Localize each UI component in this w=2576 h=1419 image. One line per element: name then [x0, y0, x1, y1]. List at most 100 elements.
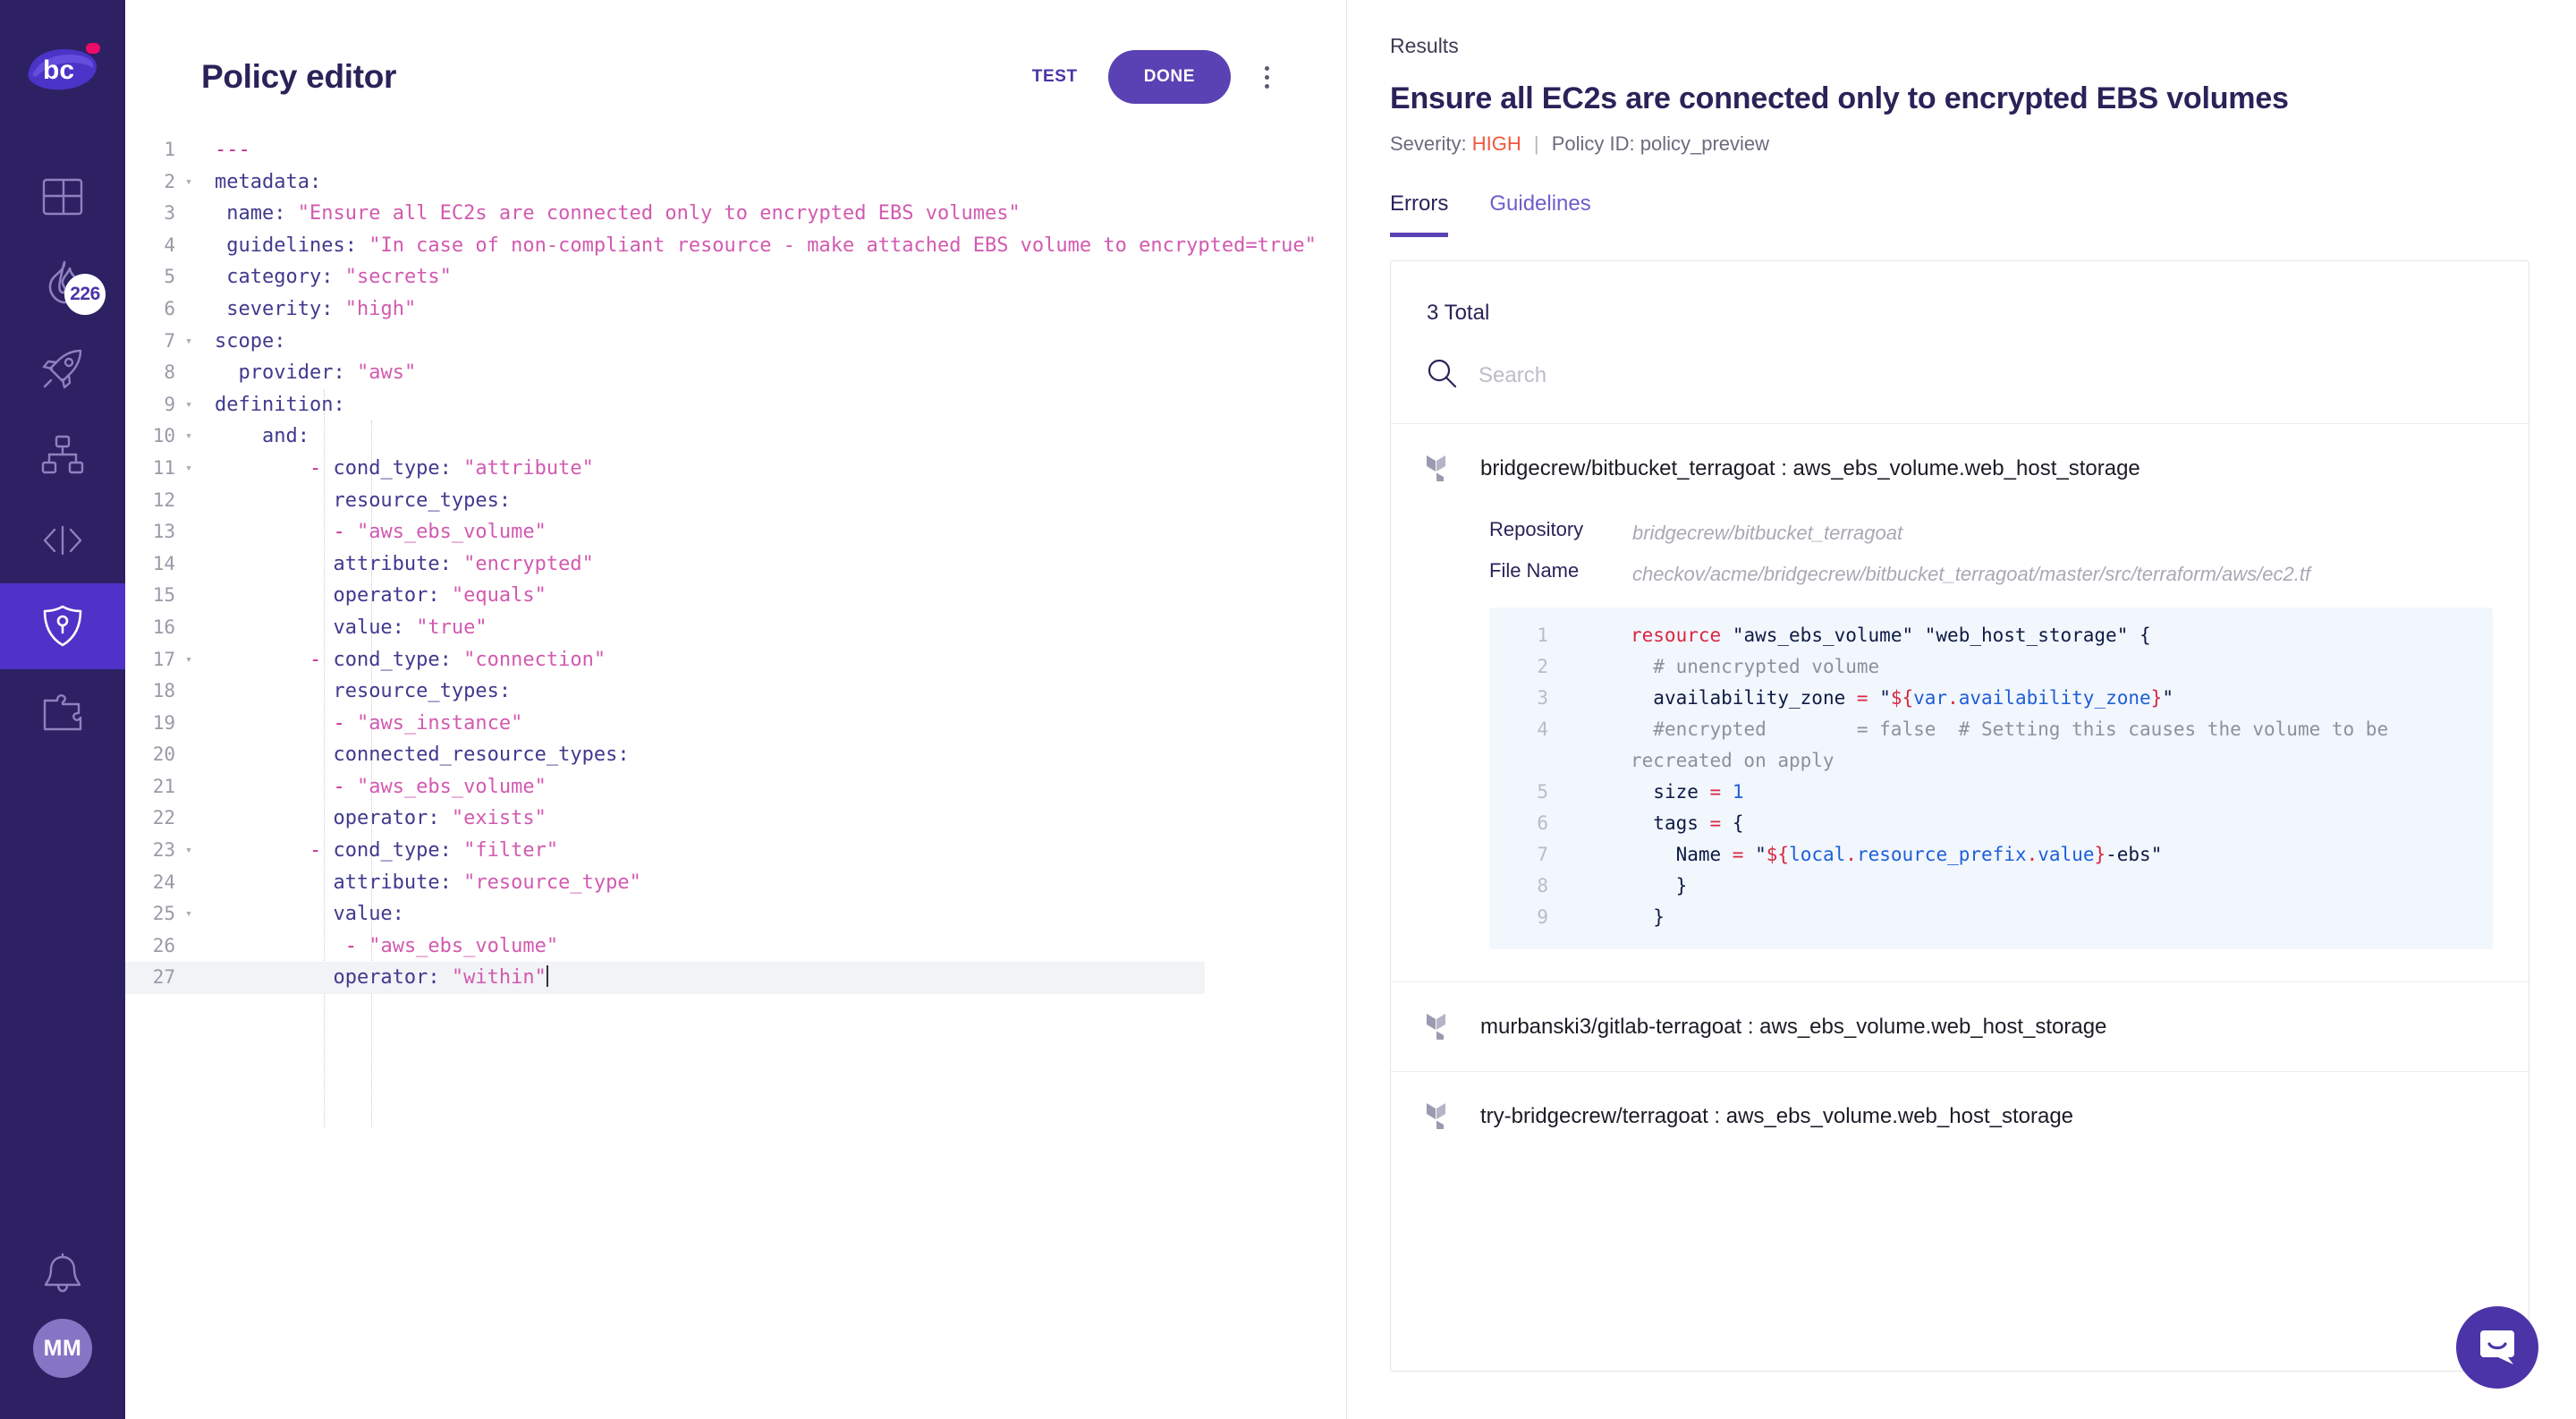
fold-toggle-icon[interactable]: ▾ — [185, 397, 192, 412]
code-line[interactable]: 27▾ operator: "within" — [125, 962, 1205, 995]
test-button[interactable]: TEST — [1016, 55, 1094, 99]
logo-notification-dot — [86, 43, 100, 54]
code-line[interactable]: 14▾ attribute: "encrypted" — [125, 548, 1346, 581]
code-line-text: - cond_type: "connection" — [309, 648, 606, 671]
code-line[interactable]: 10 ▾ and: — [125, 421, 1346, 453]
code-line[interactable]: 5▾ category: "secrets" — [125, 261, 1346, 293]
code-line[interactable]: 26▾ - "aws_ebs_volume" — [125, 930, 1346, 963]
fold-toggle-icon[interactable]: ▾ — [185, 429, 192, 444]
line-number: 3 — [164, 202, 175, 225]
result-row[interactable]: murbanski3/gitlab-terragoat : aws_ebs_vo… — [1391, 981, 2529, 1071]
line-number: 1 — [164, 139, 175, 160]
search-input[interactable] — [1479, 362, 1979, 388]
line-number: 16 — [152, 616, 175, 638]
code-line-text: - cond_type: "attribute" — [309, 456, 594, 480]
tab-errors[interactable]: Errors — [1390, 191, 1449, 237]
code-line[interactable]: 3▾ name: "Ensure all EC2s are connected … — [125, 198, 1346, 230]
code-line[interactable]: 9 ▾ definition: — [125, 389, 1346, 421]
line-number: 27 — [152, 966, 175, 989]
kebab-menu-icon[interactable] — [1243, 54, 1290, 100]
code-line[interactable]: 18▾ resource_types: — [125, 676, 1346, 708]
code-line-text: and: — [261, 425, 309, 448]
user-avatar[interactable]: MM — [33, 1319, 92, 1378]
line-number: 25 — [152, 903, 175, 925]
sidebar-item-integrations[interactable] — [0, 669, 125, 755]
sidebar-item-dashboard[interactable] — [0, 154, 125, 240]
shield-key-icon — [41, 604, 84, 649]
code-line[interactable]: 20▾ connected_resource_types: — [125, 739, 1346, 771]
code-line-text: resource_types: — [333, 680, 512, 703]
snippet-line: 5 size = 1 — [1489, 777, 2493, 808]
fold-toggle-icon[interactable]: ▾ — [185, 652, 192, 667]
terraform-icon — [1427, 1009, 1453, 1044]
sidebar-item-deployments[interactable] — [0, 326, 125, 412]
snippet-line-number: 9 — [1537, 906, 1548, 928]
code-line-text: attribute: "resource_type" — [333, 871, 641, 894]
code-line[interactable]: 7 ▾ scope: — [125, 326, 1346, 358]
code-line[interactable]: 19▾ - "aws_instance" — [125, 708, 1346, 740]
detail-line: File Name checkov/acme/bridgecrew/bitbuck… — [1489, 559, 2493, 590]
code-line[interactable]: 23 ▾ - cond_type: "filter" — [125, 835, 1346, 867]
code-line[interactable]: 24▾ attribute: "resource_type" — [125, 867, 1346, 899]
code-line[interactable]: 6▾ severity: "high" — [125, 293, 1346, 326]
sidebar-item-policies[interactable] — [0, 583, 125, 669]
code-line[interactable]: 17 ▾ - cond_type: "connection" — [125, 644, 1346, 676]
code-line-text: - "aws_instance" — [333, 711, 523, 735]
result-row[interactable]: bridgecrew/bitbucket_terragoat : aws_ebs… — [1391, 423, 2529, 513]
incidents-count-badge: 226 — [64, 274, 106, 315]
code-line[interactable]: 11 ▾ - cond_type: "attribute" — [125, 453, 1346, 485]
code-line[interactable]: 2 ▾ metadata: — [125, 166, 1346, 199]
page-title: Policy editor — [201, 58, 397, 95]
code-line[interactable]: 12▾ resource_types: — [125, 485, 1346, 517]
snippet-line: 3 availability_zone = "${var.availabilit… — [1489, 683, 2493, 714]
code-line-text: name: "Ensure all EC2s are connected onl… — [226, 202, 1021, 225]
result-row[interactable]: try-bridgecrew/terragoat : aws_ebs_volum… — [1391, 1071, 2529, 1160]
code-line-text: operator: "equals" — [333, 584, 547, 608]
snippet-line-code: } — [1631, 906, 1665, 928]
bc-logo-icon[interactable]: bc — [20, 38, 106, 102]
search-icon[interactable] — [1427, 358, 1457, 393]
editor-actions: TEST DONE — [1016, 50, 1290, 104]
code-line[interactable]: 13▾ - "aws_ebs_volume" — [125, 516, 1346, 548]
detail-key: File Name — [1489, 559, 1580, 582]
code-line-text: connected_resource_types: — [333, 743, 630, 767]
code-line[interactable]: 16▾ value: "true" — [125, 612, 1346, 644]
code-line[interactable]: 21▾ - "aws_ebs_volume" — [125, 771, 1346, 803]
grid-layout-icon — [42, 178, 83, 216]
sidebar-item-incidents[interactable]: 226 — [0, 240, 125, 326]
snippet-line-number: 2 — [1537, 656, 1548, 677]
done-button[interactable]: DONE — [1107, 50, 1231, 104]
fold-toggle-icon[interactable]: ▾ — [185, 844, 192, 858]
yaml-code-editor[interactable]: 1▾---2▾metadata:3▾ name: "Ensure all EC2… — [125, 134, 1346, 1127]
snippet-line-number: 3 — [1537, 687, 1548, 709]
code-line[interactable]: 25 ▾ value: — [125, 898, 1346, 930]
results-tabs: Errors Guidelines — [1390, 191, 2576, 237]
code-line-text: resource_types: — [333, 489, 512, 512]
chat-launcher-button[interactable] — [2456, 1306, 2538, 1389]
snippet-line-number: 4 — [1537, 718, 1548, 740]
fold-toggle-icon[interactable]: ▾ — [185, 461, 192, 475]
code-line[interactable]: 22▾ operator: "exists" — [125, 803, 1346, 835]
snippet-line: 1 resource "aws_ebs_volume" "web_host_sto… — [1489, 620, 2493, 651]
sidebar-item-resources[interactable] — [0, 412, 125, 497]
notifications-bell[interactable] — [0, 1233, 125, 1319]
fold-toggle-icon[interactable]: ▾ — [185, 907, 192, 922]
line-number: 2 — [164, 170, 175, 192]
terraform-icon — [1427, 1099, 1453, 1134]
code-line[interactable]: 15▾ operator: "equals" — [125, 580, 1346, 612]
hierarchy-icon — [41, 435, 84, 474]
code-line-text: value: — [333, 903, 404, 926]
fold-toggle-icon[interactable]: ▾ — [185, 174, 192, 189]
snippet-line-number: 7 — [1537, 844, 1548, 865]
code-line[interactable]: 8▾ provider: "aws" — [125, 357, 1346, 389]
bell-icon — [42, 1253, 83, 1300]
code-line[interactable]: 1▾--- — [125, 134, 1346, 166]
line-number: 14 — [152, 552, 175, 574]
sidebar-item-code[interactable] — [0, 497, 125, 583]
code-line-text: guidelines: "In case of non-compliant re… — [226, 234, 1317, 257]
tab-guidelines[interactable]: Guidelines — [1489, 191, 1591, 216]
severity-label: Severity: — [1390, 132, 1467, 155]
code-line[interactable]: 4▾ guidelines: "In case of non-compliant… — [125, 230, 1346, 262]
fold-toggle-icon[interactable]: ▾ — [185, 334, 192, 348]
